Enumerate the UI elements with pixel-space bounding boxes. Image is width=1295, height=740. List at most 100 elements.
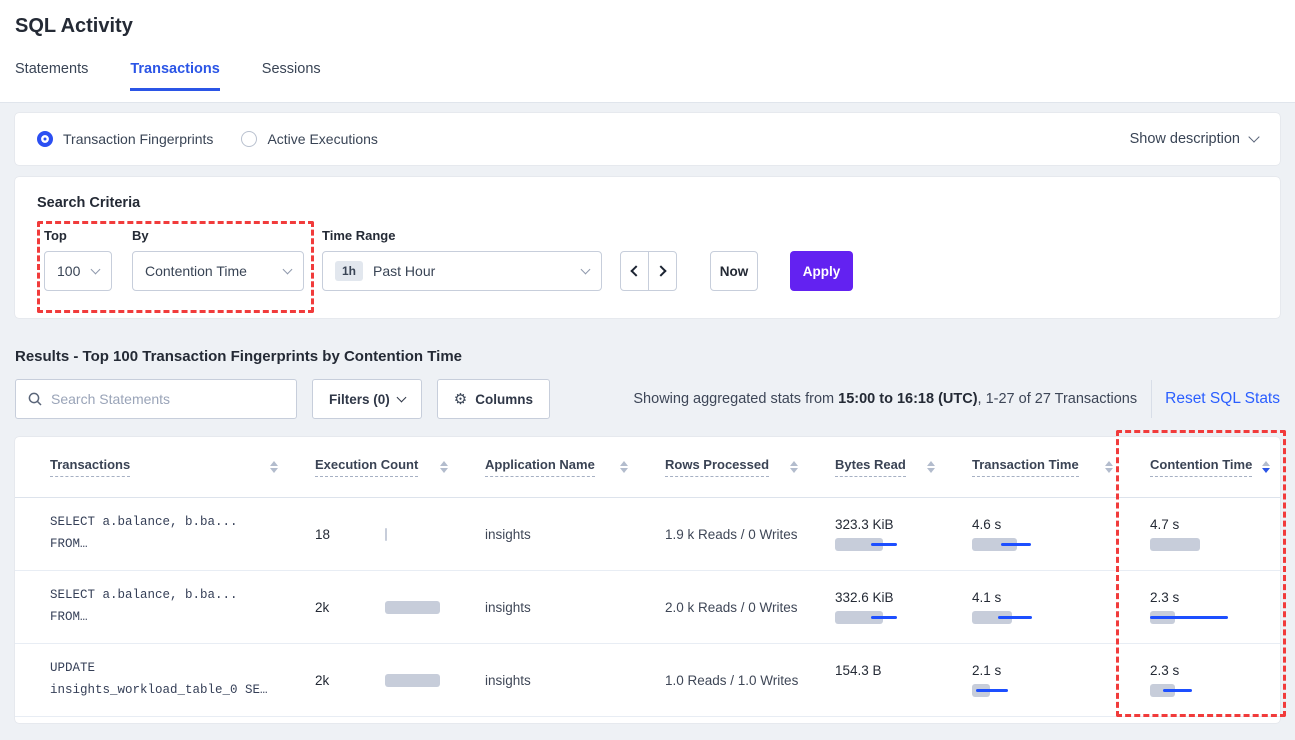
contention-time-stddev-line [1163,689,1192,692]
transactions-table: Transactions Execution Count Application… [15,430,1286,723]
column-header-execution-count[interactable]: Execution Count [300,457,470,477]
main-content: Transaction Fingerprints Active Executio… [0,103,1295,723]
sort-icon[interactable] [440,460,448,474]
results-heading: Results - Top 100 Transaction Fingerprin… [15,348,463,365]
transaction-time-stddev-line [998,616,1032,619]
chevron-down-icon [282,264,293,274]
view-toggle-card: Transaction Fingerprints Active Executio… [15,113,1280,165]
execution-count-cell: 18 [300,527,470,542]
show-description-toggle[interactable]: Show description [1129,131,1260,147]
radio-label: Transaction Fingerprints [63,131,214,147]
contention-time-cell: 4.7 s [1135,517,1280,551]
top-by-group: Top 100 By Contention Time [37,221,314,313]
filters-button[interactable]: Filters (0) [312,379,422,419]
by-value: Contention Time [145,263,247,279]
sort-icon[interactable] [927,460,935,474]
transaction-time-stddev-line [976,689,1008,692]
sort-icon-active-desc[interactable] [1262,460,1270,474]
bytes-read-stddev-line [871,543,897,546]
sort-icon[interactable] [620,460,628,474]
time-nav-group [620,251,677,291]
search-criteria-card: Search Criteria Top 100 By Contention Ti… [15,177,1280,318]
page-title: SQL Activity [15,15,133,37]
execution-count-cell: 2k [300,673,470,688]
transaction-fingerprint-link[interactable]: SELECT a.balance, b.ba... FROM… [50,588,238,624]
chevron-down-icon [90,264,101,274]
columns-button[interactable]: ⚙ Columns [436,379,550,419]
sort-icon[interactable] [270,460,278,474]
chevron-down-icon [1248,131,1260,143]
reset-sql-stats-link[interactable]: Reset SQL Stats [1165,390,1280,407]
table-row[interactable]: UPDATE insights_workload_table_0 SE… 2k … [15,644,1280,717]
transaction-fingerprint-link[interactable]: UPDATE insights_workload_table_0 SE… [50,661,268,697]
column-header-transactions[interactable]: Transactions [50,457,300,477]
previous-time-button[interactable] [620,251,649,291]
execution-count-bar [385,673,440,687]
transaction-time-cell: 2.1 s [957,663,1135,697]
top-field: Top 100 [44,228,112,291]
transaction-time-stddev-line [1001,543,1031,546]
top-select[interactable]: 100 [44,251,112,291]
sort-icon[interactable] [1105,460,1113,474]
sort-icon[interactable] [790,460,798,474]
bytes-read-cell: 323.3 KiB [820,517,957,551]
tab-statements[interactable]: Statements [15,61,89,77]
bytes-read-cell: 154.3 B [835,663,882,678]
page-header: SQL Activity Statements Transactions Ses… [0,0,1295,103]
transaction-time-bar [972,538,1017,551]
bytes-read-stddev-line [871,616,897,619]
chevron-down-icon [396,392,407,402]
radio-label: Active Executions [267,131,378,147]
column-header-transaction-time[interactable]: Transaction Time [957,457,1135,477]
column-header-bytes-read[interactable]: Bytes Read [820,457,957,477]
radio-transaction-fingerprints[interactable]: Transaction Fingerprints [37,131,213,147]
time-range-field: Time Range 1h Past Hour [322,228,602,291]
transaction-time-cell: 4.6 s [957,517,1135,551]
results-toolbar: Filters (0) ⚙ Columns Showing aggregated… [15,379,1280,419]
application-name-cell: insights [485,599,531,615]
by-label: By [132,228,149,243]
column-header-contention-time[interactable]: Contention Time [1135,457,1280,477]
table-row[interactable]: SELECT a.balance, b.ba... FROM… 2k insig… [15,571,1280,644]
transaction-time-bar [972,611,1012,624]
radio-active-executions[interactable]: Active Executions [241,131,378,147]
contention-time-bar [1150,684,1175,697]
apply-button[interactable]: Apply [790,251,853,291]
rows-processed-cell: 1.0 Reads / 1.0 Writes [665,672,799,688]
by-select[interactable]: Contention Time [132,251,304,291]
chevron-left-icon [630,265,642,277]
time-range-select[interactable]: 1h Past Hour [322,251,602,291]
top-label: Top [44,228,67,243]
bytes-read-cell: 332.6 KiB [820,590,957,624]
table-row[interactable]: SELECT a.balance, b.ba... FROM… 18 insig… [15,498,1280,571]
now-button[interactable]: Now [710,251,758,291]
tab-transactions[interactable]: Transactions [130,61,220,91]
by-field: By Contention Time [132,228,304,291]
bytes-read-bar [835,538,883,551]
execution-count-cell: 2k [300,600,470,615]
search-criteria-heading: Search Criteria [37,195,141,211]
show-description-label: Show description [1129,131,1240,147]
search-input[interactable] [51,391,284,407]
contention-time-stddev-line [1150,616,1228,619]
next-time-button[interactable] [648,251,677,291]
radio-unselected-icon[interactable] [241,131,258,147]
time-range-badge: 1h [335,261,364,281]
column-header-rows-processed[interactable]: Rows Processed [650,457,820,477]
filters-label: Filters (0) [329,391,390,407]
search-box[interactable] [15,379,297,419]
table-header-row: Transactions Execution Count Application… [15,437,1280,498]
transaction-fingerprint-link[interactable]: SELECT a.balance, b.ba... FROM… [50,515,238,551]
transaction-time-cell: 4.1 s [957,590,1135,624]
contention-time-cell: 2.3 s [1135,663,1280,697]
radio-selected-icon[interactable] [37,131,53,147]
execution-count-bar [385,527,387,541]
column-header-application-name[interactable]: Application Name [470,457,650,477]
tab-bar: Statements Transactions Sessions [15,61,1280,91]
rows-processed-cell: 1.9 k Reads / 0 Writes [665,526,798,542]
execution-count-bar [385,600,440,614]
gear-icon: ⚙ [453,391,468,408]
search-icon [28,392,42,406]
rows-processed-cell: 2.0 k Reads / 0 Writes [665,599,798,615]
tab-sessions[interactable]: Sessions [261,61,321,77]
